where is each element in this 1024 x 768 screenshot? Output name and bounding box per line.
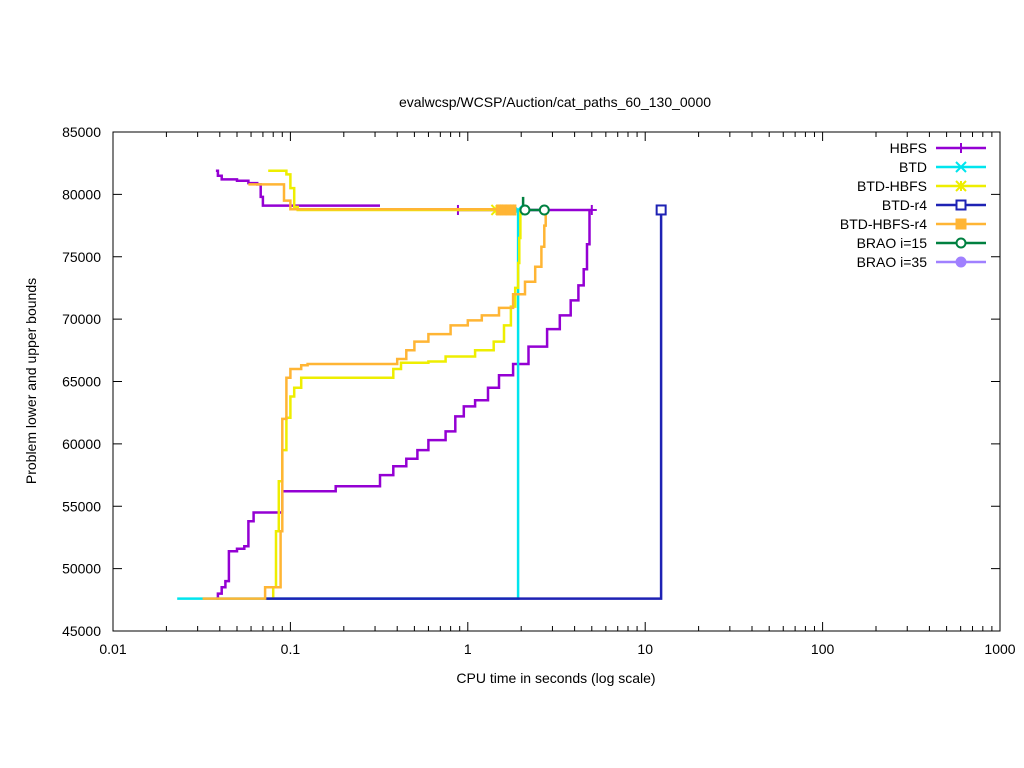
y-tick-label: 65000 [62, 374, 101, 390]
series-line-upper [248, 183, 501, 211]
legend-label: HBFS [890, 140, 927, 156]
legend-entry: HBFS [890, 140, 986, 156]
series-line-lower [215, 210, 591, 600]
series-4 [202, 183, 547, 600]
y-tick-label: 80000 [62, 186, 101, 202]
x-tick-label: 1 [464, 641, 472, 657]
series-line-upper [268, 169, 504, 212]
series-5 [519, 196, 550, 216]
legend-marker [955, 256, 967, 268]
legend-entry: BRAO i=35 [857, 254, 986, 270]
x-tick-label: 0.01 [99, 641, 126, 657]
y-tick-label: 85000 [62, 124, 101, 140]
legend-marker [955, 161, 967, 173]
series-line-lower [202, 210, 547, 600]
legend-entry: BTD-HBFS [857, 178, 986, 194]
legend-label: BTD-HBFS [857, 178, 927, 194]
series-layer [177, 169, 667, 600]
legend-label: BTD-HBFS-r4 [840, 216, 927, 232]
x-tick-label: 10 [637, 641, 653, 657]
legend-marker [955, 237, 967, 249]
legend-marker [955, 180, 967, 192]
series-3 [265, 204, 667, 600]
x-tick-label: 1000 [984, 641, 1015, 657]
y-tick-label: 45000 [62, 623, 101, 639]
series-point [538, 204, 550, 216]
x-tick-label: 100 [811, 641, 835, 657]
y-tick-label: 60000 [62, 436, 101, 452]
legend-entry: BTD-HBFS-r4 [840, 216, 986, 232]
y-tick-label: 75000 [62, 249, 101, 265]
chart-title: evalwcsp/WCSP/Auction/cat_paths_60_130_0… [399, 94, 711, 110]
legend-marker [956, 143, 966, 153]
legend-entry: BTD-r4 [882, 197, 986, 213]
x-axis-label: CPU time in seconds (log scale) [456, 670, 655, 686]
series-line-upper [215, 169, 380, 207]
legend-label: BRAO i=15 [857, 235, 928, 251]
x-tick-label: 0.1 [281, 641, 301, 657]
series-line-lower [265, 210, 663, 600]
legend-label: BRAO i=35 [857, 254, 928, 270]
y-tick-label: 50000 [62, 561, 101, 577]
y-axis-label: Problem lower and upper bounds [23, 278, 39, 484]
legend-entry: BRAO i=15 [857, 235, 986, 251]
series-point [496, 204, 508, 216]
legend-label: BTD-r4 [882, 197, 927, 213]
legend-label: BTD [899, 159, 927, 175]
y-tick-label: 55000 [62, 498, 101, 514]
legend: HBFS BTD BTD-HBFS BTD-r4 BTD-HBFS-r4 BRAO i=1… [840, 140, 986, 270]
legend-marker [955, 199, 967, 211]
legend-entry: BTD [899, 159, 986, 175]
legend-marker [955, 218, 967, 230]
series-point [519, 204, 531, 216]
axes-layer: 0.01 0.1 1 10 100 1000 45000 50000 55000 60000 650… [62, 124, 1016, 657]
series-point [655, 204, 667, 216]
y-tick-label: 70000 [62, 311, 101, 327]
series-point [586, 204, 597, 215]
series-point [505, 204, 517, 216]
